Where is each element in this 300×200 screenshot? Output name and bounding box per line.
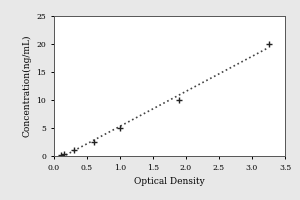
X-axis label: Optical Density: Optical Density <box>134 177 205 186</box>
Y-axis label: Concentration(ng/mL): Concentration(ng/mL) <box>22 35 31 137</box>
